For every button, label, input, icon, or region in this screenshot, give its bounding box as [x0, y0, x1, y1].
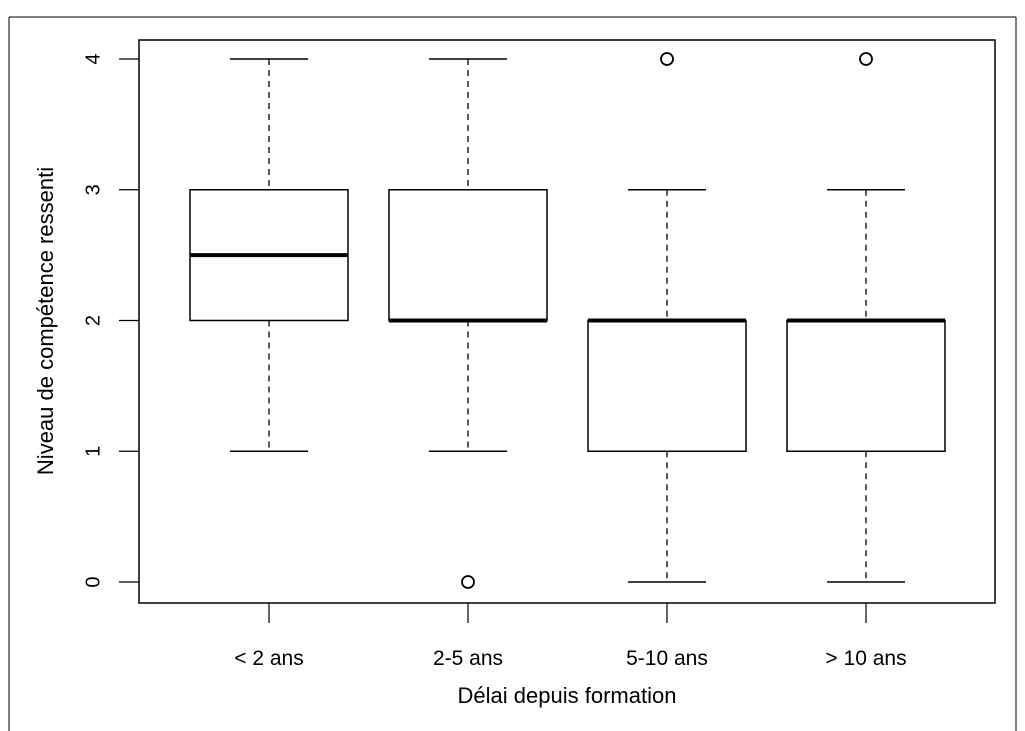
x-axis-label: Délai depuis formation	[458, 683, 677, 708]
y-tick-label: 3	[82, 184, 104, 195]
box-group	[189, 58, 349, 452]
y-tick-label: 1	[82, 446, 104, 457]
y-axis: 0 1 2 3 4	[82, 53, 140, 588]
x-tick-label: 5-10 ans	[626, 647, 708, 670]
outlier-point	[859, 52, 873, 66]
box-iqr	[786, 319, 946, 452]
y-tick-label: 0	[82, 576, 104, 587]
box-group	[786, 52, 946, 583]
x-tick-label: 2-5 ans	[433, 647, 503, 670]
outlier-point	[461, 575, 475, 589]
outlier-point	[660, 52, 674, 66]
box-group	[388, 58, 548, 589]
x-axis: < 2 ans 2-5 ans 5-10 ans > 10 ans	[234, 603, 907, 670]
x-tick-label: < 2 ans	[234, 647, 303, 670]
y-axis-label: Niveau de compétence ressenti	[33, 167, 58, 475]
box-iqr	[388, 189, 548, 322]
x-tick-label: > 10 ans	[825, 647, 906, 670]
y-tick-label: 4	[82, 53, 104, 64]
box-iqr	[587, 319, 747, 452]
y-tick-label: 2	[82, 315, 104, 326]
box-group	[587, 52, 747, 583]
chart-marks	[189, 52, 946, 589]
